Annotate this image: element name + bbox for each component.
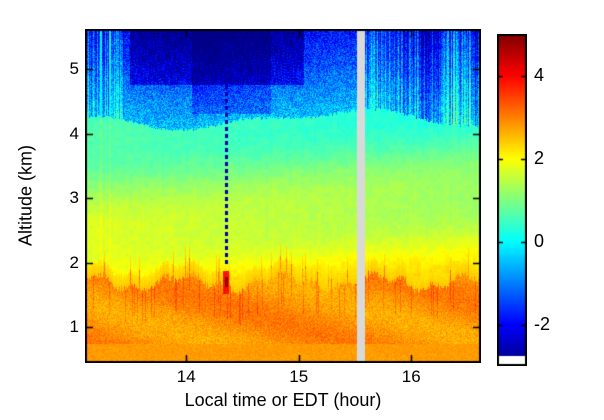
y-axis-label: Altitude (km) xyxy=(15,144,36,247)
colorbar-tick-label: 2 xyxy=(534,147,545,168)
x-tick-label: 14 xyxy=(176,367,196,386)
x-tick-label: 15 xyxy=(289,367,309,386)
colorbar-tick-label: -2 xyxy=(534,313,551,334)
colorbar-tick-label: 0 xyxy=(534,230,545,251)
heatmap-plot xyxy=(85,29,481,363)
y-tick-label: 1 xyxy=(69,317,79,337)
y-tick-label: 4 xyxy=(69,123,79,143)
colorbar-tick-label: 4 xyxy=(534,64,545,85)
x-axis-label: Local time or EDT (hour) xyxy=(184,390,382,410)
y-tick-label: 2 xyxy=(69,252,79,272)
x-tick-label: 16 xyxy=(401,367,421,386)
y-tick-label: 3 xyxy=(69,188,79,208)
y-tick-label: 5 xyxy=(69,59,79,79)
colorbar xyxy=(497,34,527,366)
